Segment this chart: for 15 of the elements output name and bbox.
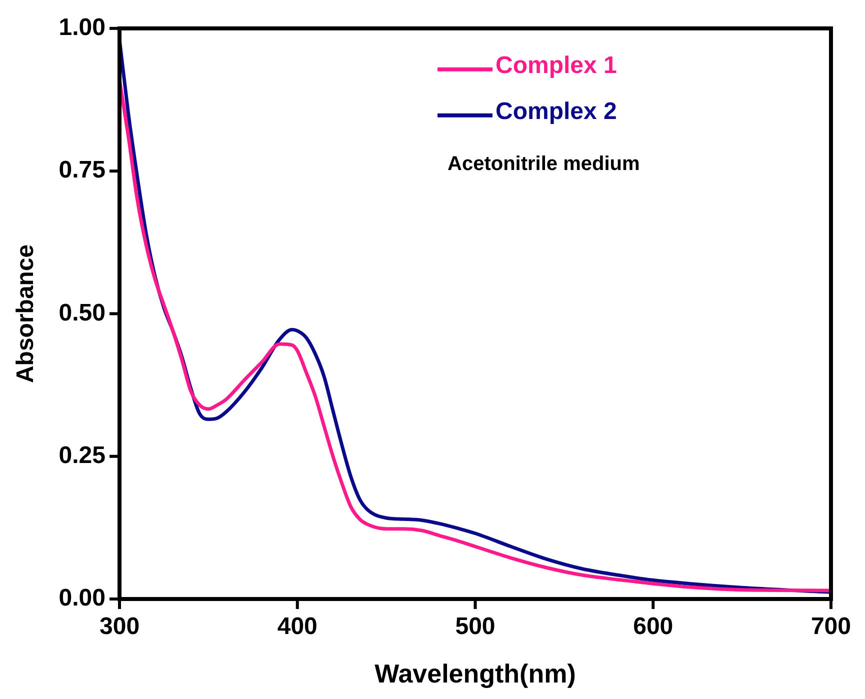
y-tick-label: 0.50 bbox=[58, 299, 106, 326]
annotation: Acetonitrile medium bbox=[448, 152, 640, 175]
legend-label: Complex 2 bbox=[496, 98, 617, 126]
y-tick-label: 1.00 bbox=[58, 14, 106, 42]
y-tick-label: 0.25 bbox=[58, 442, 106, 469]
x-tick-label: 300 bbox=[99, 613, 140, 640]
x-tick-label: 400 bbox=[277, 613, 318, 640]
x-tick-label: 500 bbox=[455, 613, 496, 640]
y-tick-label: 0.75 bbox=[58, 156, 106, 184]
y-tick-label: 0.00 bbox=[58, 584, 106, 612]
legend-label: Complex 1 bbox=[496, 52, 617, 80]
y-axis-title: Absorbance bbox=[12, 244, 40, 384]
x-tick-label: 600 bbox=[633, 613, 674, 640]
x-axis-title: Wavelength(nm) bbox=[374, 658, 576, 689]
x-tick-label: 700 bbox=[810, 613, 851, 640]
